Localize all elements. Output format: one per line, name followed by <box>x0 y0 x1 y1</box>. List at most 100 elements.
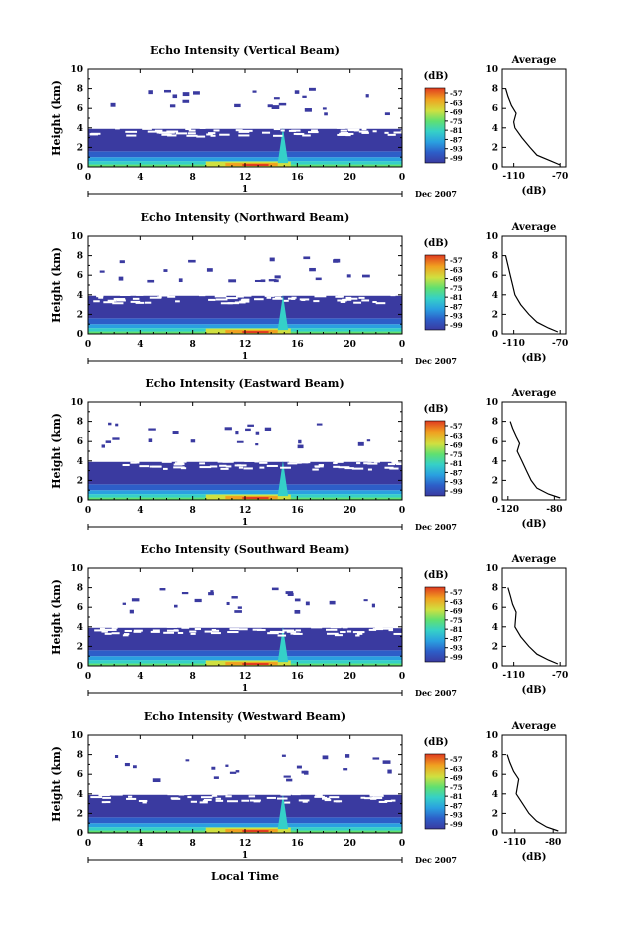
heatmap-gap <box>161 133 172 136</box>
heatmap-gap <box>130 300 141 303</box>
heatmap-layer <box>88 157 402 162</box>
average-profile-line <box>506 754 559 832</box>
heatmap-patch <box>226 601 230 606</box>
heatmap-gap <box>252 628 262 631</box>
heatmap <box>88 754 402 833</box>
x-tick-label: 8 <box>190 672 196 682</box>
heatmap-gap <box>111 626 118 629</box>
heatmap-gap <box>291 297 296 300</box>
heatmap-gap <box>392 626 402 629</box>
heatmap-patch <box>236 440 244 443</box>
heatmap-gap <box>286 630 297 633</box>
heatmap-patch <box>132 765 137 769</box>
heatmap-patch <box>148 428 156 431</box>
heatmap <box>88 587 403 666</box>
heatmap-gap <box>356 462 361 465</box>
heatmap-gap <box>211 794 218 797</box>
x-tick-label: 12 <box>239 672 252 682</box>
heatmap-gap <box>392 462 403 465</box>
heatmap-gap <box>199 126 206 129</box>
heatmap-gap <box>198 294 206 297</box>
heatmap-enhancement <box>242 830 269 833</box>
heatmap-gap <box>364 797 375 800</box>
average-x-tick-label: -110 <box>504 838 527 848</box>
heatmap-patch <box>172 431 179 435</box>
heatmap-gap <box>211 629 217 632</box>
heatmap-gap <box>154 129 163 132</box>
colorbar-label: (dB) <box>424 238 449 249</box>
average-y-tick-label: 10 <box>485 232 498 242</box>
heatmap-gap <box>243 467 253 470</box>
heatmap-patch <box>302 95 307 98</box>
heatmap-patch <box>315 277 322 281</box>
colorbar-tick-label: -75 <box>450 284 463 293</box>
heatmap-gap <box>381 627 393 630</box>
x-tick-label: 4 <box>137 506 143 516</box>
heatmap-gap <box>378 800 388 803</box>
colorbar-tick-label: -63 <box>450 597 463 606</box>
heatmap-patch <box>234 103 241 108</box>
heatmap-gap <box>326 628 338 631</box>
heatmap-patch <box>225 764 229 767</box>
heatmap-gap <box>138 799 148 802</box>
heatmap-patch <box>235 431 239 435</box>
heatmap-gap <box>167 134 177 137</box>
colorbar-tick-label: -63 <box>450 98 463 107</box>
heatmap-gap <box>112 793 123 796</box>
heatmap-gap <box>166 130 179 133</box>
colorbar-tick-label: -57 <box>450 755 463 764</box>
heatmap-patch <box>231 596 238 599</box>
colorbar-tick-label: -75 <box>450 117 463 126</box>
heatmap-gap <box>296 461 302 464</box>
y-tick-label: 2 <box>77 143 83 153</box>
heatmap-gap <box>337 133 346 136</box>
heatmap-patch <box>273 97 280 100</box>
x-tick-label: 20 <box>343 173 356 183</box>
heatmap-layer <box>88 794 402 818</box>
chart-title: Echo Intensity (Eastward Beam) <box>145 377 344 390</box>
heatmap <box>88 422 404 500</box>
colorbar-tick-label: -75 <box>450 616 463 625</box>
colorbar <box>424 753 446 830</box>
heatmap-patch <box>112 437 120 440</box>
heatmap-patch <box>182 92 190 97</box>
colorbar-tick-label: -93 <box>450 811 463 820</box>
y-tick-label: 0 <box>77 163 83 173</box>
heatmap-gap <box>324 799 332 802</box>
y-axis-label: Height (km) <box>50 247 63 323</box>
heatmap-patch <box>181 592 189 595</box>
heatmap-gap <box>107 628 117 631</box>
average-y-tick-label: 4 <box>492 457 498 467</box>
heatmap-gap <box>238 134 250 137</box>
heatmap-gap <box>329 796 340 799</box>
heatmap-patch <box>283 775 291 778</box>
heatmap-gap <box>210 632 221 635</box>
heatmap-gap <box>142 801 147 804</box>
colorbar-tick-label: -63 <box>450 764 463 773</box>
average-y-tick-label: 10 <box>485 731 498 741</box>
y-tick-label: 10 <box>70 731 83 741</box>
y-tick-label: 4 <box>77 623 83 633</box>
average-profile: Average 0 2 4 6 8 10 -110 -80 (dB) <box>485 721 567 863</box>
heatmap-patch <box>294 90 300 94</box>
heatmap-patch <box>245 428 251 432</box>
heatmap-gap <box>208 132 216 135</box>
heatmap-gap <box>334 460 344 463</box>
heatmap-gap <box>204 630 213 633</box>
average-y-tick-label: 6 <box>492 104 498 114</box>
heatmap-gap <box>254 298 264 301</box>
heatmap-gap <box>177 460 187 463</box>
colorbar-tick-label: -81 <box>450 126 463 135</box>
day-label: 1 <box>242 352 248 362</box>
heatmap-patch <box>296 765 302 769</box>
heatmap-gap <box>115 127 120 130</box>
y-tick-label: 0 <box>77 829 83 839</box>
average-x-label: (dB) <box>522 186 547 197</box>
heatmap-gap <box>274 296 282 299</box>
heatmap-gap <box>264 294 275 297</box>
heatmap-spike <box>277 626 289 663</box>
y-tick-label: 4 <box>77 457 83 467</box>
heatmap-patch <box>357 441 364 446</box>
colorbar-tick-label: -87 <box>450 135 463 144</box>
heatmap-gap <box>163 631 175 634</box>
